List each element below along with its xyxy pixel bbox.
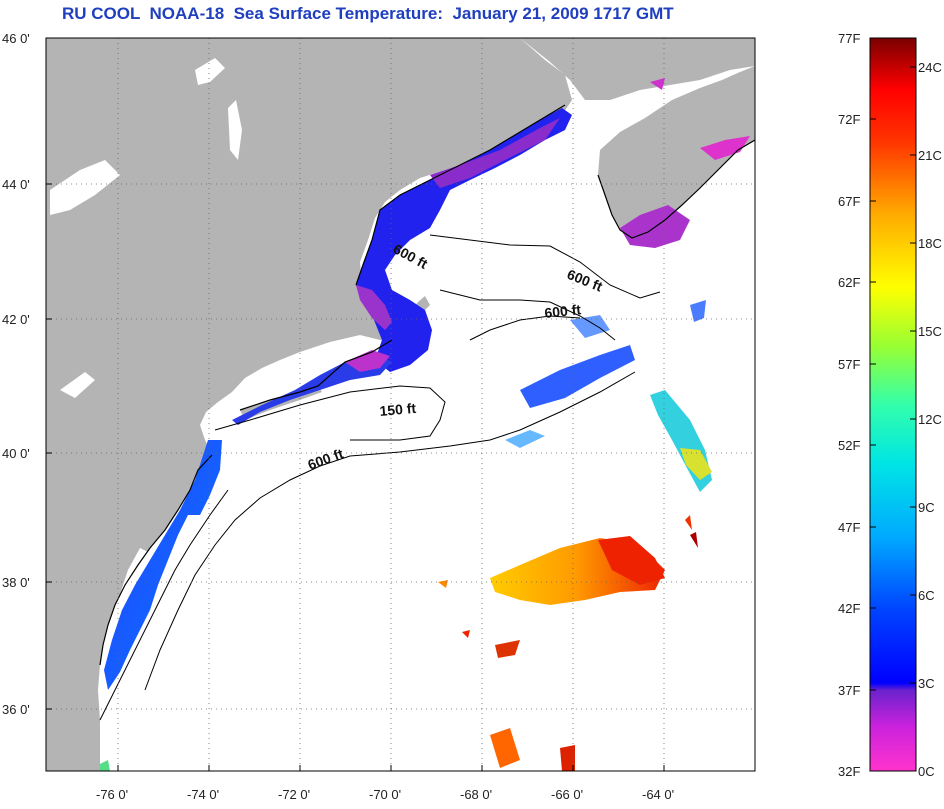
colorbar-f-label: 72F (838, 112, 861, 127)
lat-label: 36 0' (2, 702, 30, 717)
land-new-england (46, 38, 572, 771)
colorbar-f-label: 67F (838, 194, 861, 209)
colorbar-f-label: 57F (838, 357, 861, 372)
colorbar-c-label: 21C (918, 148, 942, 163)
sst-warm-core-eddy (438, 515, 698, 771)
colorbar-f-label: 62F (838, 275, 861, 290)
lon-label: -72 0' (278, 787, 311, 802)
colorbar-c-label: 6C (918, 588, 935, 603)
land-canada (520, 38, 755, 100)
lon-label: -66 0' (551, 787, 584, 802)
lat-label: 46 0' (2, 31, 30, 46)
map-frame (45, 37, 756, 772)
grid (46, 38, 755, 771)
colorbar-c-label: 0C (918, 764, 935, 779)
colorbar-f-label: 52F (838, 438, 861, 453)
sst-cape-purple (356, 285, 392, 330)
tick-marks (46, 37, 665, 771)
isobath-label: 150 ft (379, 400, 417, 419)
lat-label: 38 0' (2, 575, 30, 590)
lat-label: 44 0' (2, 177, 30, 192)
land-nova-scotia (598, 66, 755, 238)
map-title: RU COOL NOAA-18 Sea Surface Temperature:… (62, 4, 674, 23)
colorbar-c-label: 9C (918, 500, 935, 515)
colorbar-c-label: 18C (918, 236, 942, 251)
lon-label: -70 0' (369, 787, 402, 802)
isobath-lines (99, 234, 661, 721)
colorbar-f-label: 77F (838, 31, 861, 46)
lat-label: 40 0' (2, 446, 30, 461)
colorbar-f-label: 47F (838, 520, 861, 535)
sst-gulf-of-maine (356, 108, 572, 372)
lon-label: -74 0' (187, 787, 220, 802)
colorbar-c-label: 24C (918, 60, 942, 75)
colorbar-f-label: 32F (838, 764, 861, 779)
sst-georges-bank-patches (505, 300, 712, 492)
colorbar-f-label: 42F (838, 601, 861, 616)
colorbar-f-label: 37F (838, 683, 861, 698)
sst-mid-atlantic (104, 440, 222, 690)
lat-label: 42 0' (2, 312, 30, 327)
lon-label: -68 0' (460, 787, 493, 802)
colorbar-c-label: 15C (918, 324, 942, 339)
colorbar-c-label: 3C (918, 676, 935, 691)
colorbar-c-label: 12C (918, 412, 942, 427)
lon-label: -76 0' (96, 787, 129, 802)
isobath-label: 600 ft (544, 301, 582, 321)
lon-label: -64 0' (642, 787, 675, 802)
colorbar-ticks (870, 37, 916, 691)
coastline (99, 104, 755, 666)
colorbar (869, 37, 917, 772)
